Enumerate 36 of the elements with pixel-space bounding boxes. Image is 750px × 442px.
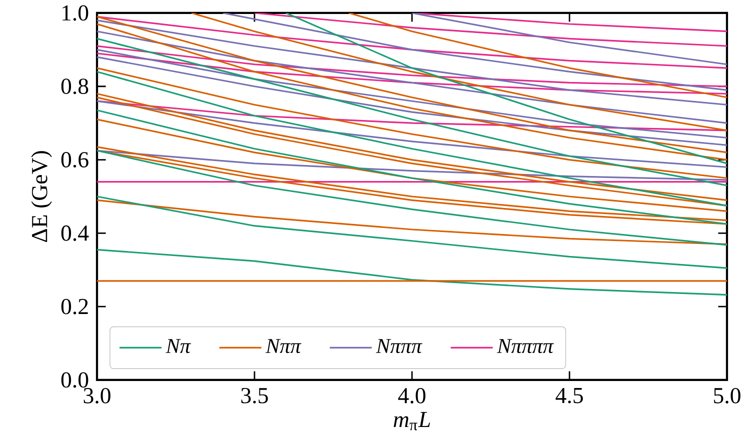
line-series [97,16,727,69]
line-series [97,150,727,181]
y-tick-label: 0.8 [61,78,88,94]
line-series [254,12,727,47]
line-series [222,12,727,91]
y-tick-label: 1.0 [62,5,88,21]
legend-label: Nπππ [376,339,422,354]
legend-label: Nπ [166,339,191,354]
line-series [97,109,727,225]
y-tick-label: 0.0 [61,372,88,388]
line-series [97,199,727,245]
x-tick-label: 3.5 [241,388,268,404]
line-series [190,12,727,132]
line-series [97,38,727,186]
y-tick-label: 0.4 [61,225,89,241]
x-tick-label: 5.0 [714,388,740,404]
line-series [348,12,727,98]
line-series [97,100,727,168]
x-tick-label: 3.0 [84,388,110,404]
line-series [97,150,727,246]
line-series [97,196,727,269]
y-tick-label: 0.2 [61,298,88,314]
line-series [97,67,727,179]
x-axis-title: m$_{π}$L [394,412,430,430]
y-axis-title: ΔE (GeV) [31,151,52,242]
line-series [97,45,727,88]
legend-label: Nππππ [496,339,554,354]
line-series [97,70,727,206]
line-series [97,118,727,212]
line-series [97,248,727,296]
x-tick-label: 4.0 [398,388,426,404]
x-tick-label: 4.5 [556,388,583,404]
y-tick-label: 0.6 [61,152,88,168]
line-series [285,12,727,164]
legend-label: Nππ [266,339,302,354]
line-series [97,52,727,95]
